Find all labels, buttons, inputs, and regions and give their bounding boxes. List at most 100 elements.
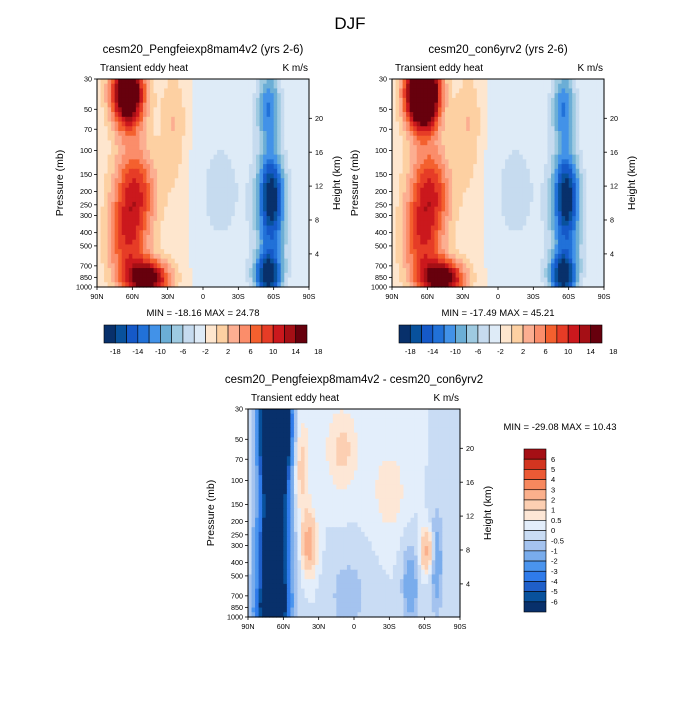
chart-0-cell	[207, 183, 211, 188]
chart-0-cell	[132, 254, 136, 259]
chart-0-cell	[224, 169, 228, 174]
chart-1-cell	[466, 155, 470, 160]
chart-0-cell	[274, 211, 278, 216]
chart-1-cell	[466, 192, 470, 197]
chart-0-cell	[182, 98, 186, 103]
chart-1-cell	[565, 216, 569, 221]
chart-1-cell	[555, 79, 559, 84]
chart-1-cell	[562, 103, 566, 108]
chart-1-cell	[424, 103, 428, 108]
chart-1-cell	[494, 188, 498, 193]
chart-1-cell	[551, 192, 555, 197]
chart-1-cell	[519, 211, 523, 216]
chart-0-cell	[203, 221, 207, 226]
chart-0-cell	[291, 211, 295, 216]
chart-0-cell	[143, 164, 147, 169]
chart-0-cell	[132, 136, 136, 141]
chart-1-cell	[572, 230, 576, 235]
chart-1-cell	[456, 192, 460, 197]
chart-0-cell	[245, 126, 249, 131]
chart-1-cell	[480, 122, 484, 127]
chart-1-cell	[487, 192, 491, 197]
chart-0-cell	[252, 192, 256, 197]
chart-0-cell	[288, 178, 292, 183]
chart-0-cell	[252, 98, 256, 103]
chart-1-cell	[452, 192, 456, 197]
chart-1-cell	[491, 103, 495, 108]
chart-0-cell	[288, 136, 292, 141]
chart-1-cell	[466, 211, 470, 216]
chart-1-cell	[505, 88, 509, 93]
chart-1-cell	[572, 207, 576, 212]
chart-1-cell	[417, 174, 421, 179]
chart-1-cell	[484, 93, 488, 98]
chart-1-cell	[494, 216, 498, 221]
chart-0-cell	[203, 107, 207, 112]
chart-0-cell	[97, 188, 101, 193]
chart-1-cell	[396, 98, 400, 103]
chart-0-cell	[108, 226, 112, 231]
chart-1-cell	[572, 178, 576, 183]
chart-1-cell	[434, 145, 438, 150]
chart-0-cell	[281, 164, 285, 169]
chart-0-cell	[104, 183, 108, 188]
chart-0-cell	[302, 273, 306, 278]
chart-0-cell	[182, 155, 186, 160]
chart-0-cell	[217, 268, 221, 273]
chart-0-cell	[284, 244, 288, 249]
chart-0-cell	[291, 174, 295, 179]
chart-0-cell	[295, 169, 299, 174]
chart-0-cell	[302, 197, 306, 202]
chart-1-cell	[477, 159, 481, 164]
chart-0-cell	[125, 93, 129, 98]
chart-1-cell	[569, 230, 573, 235]
chart-1-cell	[509, 254, 513, 259]
chart-1-cell	[505, 192, 509, 197]
chart-1-cell	[498, 112, 502, 117]
chart-0-cell	[192, 98, 196, 103]
chart-1-cell	[523, 122, 527, 127]
chart-0-cell	[182, 117, 186, 122]
chart-1-cell	[509, 188, 513, 193]
chart-0-cell	[224, 216, 228, 221]
chart-1-cell	[424, 202, 428, 207]
chart-0-cell	[146, 197, 150, 202]
chart-1-cell	[537, 103, 541, 108]
chart-1-cell	[417, 230, 421, 235]
chart-0-cell	[111, 93, 115, 98]
chart-1-cell	[466, 183, 470, 188]
chart-1-cell	[431, 88, 435, 93]
chart-1-cell	[586, 103, 590, 108]
chart-1-cell	[586, 249, 590, 254]
chart-0-cell	[139, 79, 143, 84]
chart-0-cell	[168, 136, 172, 141]
chart-0-cell	[231, 164, 235, 169]
chart-0-cell	[146, 202, 150, 207]
chart-1-cell	[586, 244, 590, 249]
chart-0-cell	[245, 207, 249, 212]
chart-0-cell	[199, 278, 203, 283]
chart-0-cell	[207, 98, 211, 103]
chart-0-cell	[189, 188, 193, 193]
chart-0-cell	[249, 174, 253, 179]
chart-0-cell	[168, 117, 172, 122]
chart-1-cell	[537, 107, 541, 112]
chart-1-cell	[473, 249, 477, 254]
chart-1-cell	[424, 126, 428, 131]
chart-1-cell	[583, 98, 587, 103]
chart-1-cell	[593, 226, 597, 231]
chart-1-cell	[449, 183, 453, 188]
chart-0-cell	[270, 131, 274, 136]
chart-1-cell	[466, 122, 470, 127]
chart-0-cell	[143, 140, 147, 145]
chart-0-cell	[298, 197, 302, 202]
chart-1-cell	[470, 183, 474, 188]
chart-0-cell	[122, 244, 126, 249]
chart-0-cell	[192, 249, 196, 254]
chart-0-cell	[214, 240, 218, 245]
chart-0-cell	[263, 240, 267, 245]
chart-1-cell	[533, 211, 537, 216]
chart-0-cell	[175, 188, 179, 193]
chart-1-cell	[477, 188, 481, 193]
chart-0-cell	[185, 216, 189, 221]
